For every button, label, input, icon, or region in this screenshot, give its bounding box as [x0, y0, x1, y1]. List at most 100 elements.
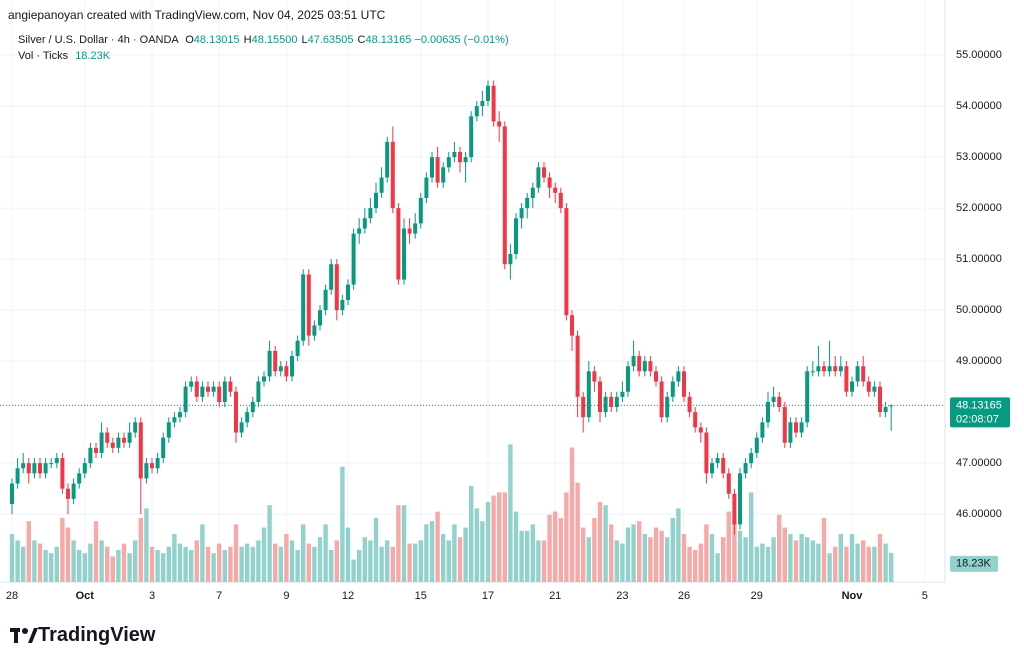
volume-bar [116, 549, 121, 582]
volume-bar [233, 524, 239, 582]
volume-bar [54, 546, 59, 582]
x-tick-label: 9 [283, 590, 289, 602]
candle-body [379, 177, 384, 193]
volume-bar [754, 546, 759, 582]
candle-body [430, 157, 434, 178]
candle-body [166, 422, 171, 438]
volume-bar [228, 546, 233, 582]
volume-bar [816, 543, 821, 582]
volume-bar [60, 517, 65, 582]
candle-body [402, 228, 406, 280]
volume-bar [418, 540, 423, 582]
candle-body [306, 274, 311, 336]
ohlc-value: 48.13015 [193, 34, 240, 46]
x-tick-label: 23 [616, 590, 628, 602]
candle-body [822, 366, 826, 372]
volume-bar [177, 543, 183, 582]
candle-body [172, 417, 177, 423]
volume-bar [329, 549, 334, 582]
candle-body [267, 350, 272, 377]
volume-bar [217, 543, 222, 582]
candle-body [782, 407, 787, 443]
volume-bar [250, 546, 255, 582]
candle-body [547, 177, 552, 188]
candle-body [525, 197, 530, 209]
y-tick-label: 53.00000 [956, 151, 1002, 163]
candle-body [318, 310, 322, 326]
volume-bar [872, 546, 877, 582]
volume-bar [32, 540, 37, 582]
candle-body [721, 458, 726, 474]
candle-body [334, 264, 339, 311]
volume-bar [144, 508, 149, 582]
volume-bar [805, 537, 810, 582]
volume-bar [659, 530, 664, 582]
volume-bar [749, 492, 754, 582]
candle-body [883, 407, 888, 413]
candle-body [570, 315, 574, 336]
volume-bar [833, 546, 838, 582]
candle-body [413, 223, 418, 234]
volume-bar [547, 514, 552, 582]
volume-bar [15, 540, 20, 582]
volume-bar [508, 444, 513, 582]
candle-body [743, 463, 748, 474]
volume-bar [586, 537, 591, 582]
volume-bar [732, 517, 737, 582]
candle-body [15, 468, 20, 484]
candle-body [760, 422, 765, 438]
candle-body [295, 340, 300, 357]
candle-body [558, 192, 563, 209]
volume-bar [743, 537, 748, 582]
candle-body [536, 167, 541, 188]
volume-bar [687, 546, 692, 582]
grid [0, 0, 945, 582]
volume-value: 18.23K [75, 50, 111, 62]
volume-bar [625, 527, 631, 582]
volume-bar [469, 485, 474, 582]
candle-body [390, 141, 395, 209]
candle-body [362, 218, 367, 229]
x-tick-label: 28 [6, 590, 18, 602]
candle-body [799, 422, 804, 433]
ohlc: O48.13015 H48.15500 L47.63505 C48.13165 [181, 34, 411, 46]
candle-body [77, 473, 82, 484]
ohlc-value: 47.63505 [307, 34, 354, 46]
volume-bar [457, 537, 463, 582]
volume-bar [737, 530, 743, 582]
volume-bar [665, 537, 670, 582]
volume-value-label: 18.23K [956, 558, 992, 570]
volume-bar [609, 524, 614, 582]
candle-body [189, 381, 194, 387]
volume-bar [317, 537, 323, 582]
x-tick-label: 5 [922, 590, 928, 602]
candle-body [278, 366, 283, 372]
volume-bar [536, 540, 541, 582]
volume-bar [312, 546, 317, 582]
candle-body [777, 396, 782, 408]
volume-bar [765, 546, 771, 582]
volume-bar [172, 533, 177, 582]
candle-body [626, 366, 630, 392]
candle-body [631, 356, 636, 367]
volume-bar [788, 533, 793, 582]
candle-body [150, 463, 154, 469]
volume-bar [726, 511, 731, 582]
candle-body [704, 432, 709, 474]
candle-body [82, 463, 87, 474]
candle-body [654, 371, 658, 382]
volume-bar [861, 540, 866, 582]
volume-bar [26, 521, 31, 582]
candle-body [10, 483, 14, 504]
x-tick-label: 26 [678, 590, 690, 602]
last-price-label: 48.13165 [956, 399, 1002, 411]
credit: angiepanoyan created with TradingView.co… [8, 8, 386, 22]
volume-bar [827, 553, 832, 582]
candle-body [833, 366, 838, 372]
volume-bar [564, 492, 569, 582]
candle-body [682, 371, 686, 397]
candle-body [329, 264, 334, 290]
volume-bar [189, 549, 194, 582]
y-tick-label: 47.00000 [956, 457, 1002, 469]
